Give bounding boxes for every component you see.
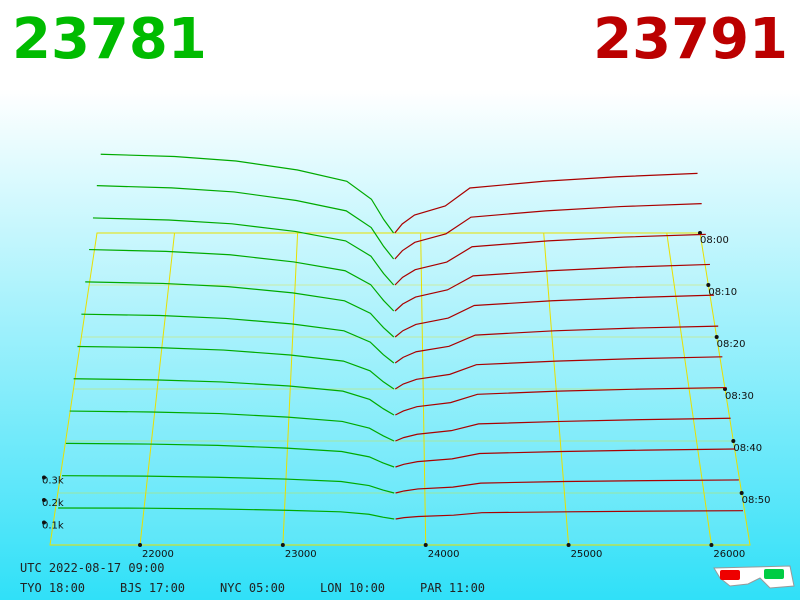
zone-time: TYO 18:00: [20, 581, 85, 595]
bid-depth-line: [69, 410, 395, 442]
time-tick-label: 08:50: [742, 495, 771, 506]
grid-line: [139, 232, 176, 546]
bid-depth-line: [89, 248, 395, 312]
tick-mark: [280, 543, 285, 547]
grid-line: [666, 232, 712, 546]
zone-time: PAR 11:00: [420, 581, 485, 595]
ask-depth-line: [395, 448, 735, 468]
bid-depth-line: [77, 345, 395, 390]
x-tick-label: 23000: [285, 549, 317, 560]
ask-depth-line: [394, 263, 710, 312]
z-tick-label: 0.2k: [42, 498, 64, 509]
bid-depth-line: [58, 507, 395, 520]
time-tick-label: 08:10: [708, 287, 737, 298]
bid-depth-line: [62, 475, 395, 494]
tick-mark: [731, 439, 736, 443]
tick-mark: [709, 543, 714, 547]
ask-depth-line: [394, 233, 706, 286]
x-tick-label: 24000: [428, 549, 460, 560]
time-tick-label: 08:30: [725, 391, 754, 402]
time-tick-label: 08:00: [700, 235, 729, 246]
grid-line: [282, 232, 299, 546]
tick-mark: [706, 283, 711, 287]
floor: [49, 232, 751, 546]
ask-depth-line: [395, 417, 731, 442]
z-tick-label: 0.1k: [42, 521, 64, 532]
x-tick-label: 26000: [713, 549, 745, 560]
tick-mark: [138, 543, 142, 547]
bid-depth-line: [92, 217, 395, 286]
ask-depth-line: [395, 386, 727, 416]
3d-glasses-icon: [713, 565, 795, 589]
x-tick-label: 22000: [142, 549, 174, 560]
tick-mark: [566, 543, 571, 547]
ask-depth-line: [394, 356, 723, 390]
grid-line: [420, 232, 427, 546]
tick-mark: [42, 475, 46, 480]
grid-line: [543, 232, 570, 546]
zone-time: NYC 05:00: [220, 581, 285, 595]
tick-mark: [714, 335, 719, 339]
zone-time: LON 10:00: [320, 581, 385, 595]
zone-time: BJS 17:00: [120, 581, 185, 595]
bid-depth-line: [73, 378, 395, 416]
tick-mark: [423, 543, 428, 547]
bid-depth-line: [81, 313, 395, 364]
ask-depth-line: [394, 294, 715, 338]
ask-depth-line: [394, 325, 719, 364]
best-bid: 23781: [12, 7, 207, 72]
bid-depth-line: [65, 442, 395, 468]
tick-mark: [739, 491, 744, 495]
ask-depth-line: [394, 203, 702, 260]
time-tick-label: 08:20: [717, 339, 746, 350]
best-ask: 23791: [593, 7, 788, 72]
time-zones: TYO 18:00 BJS 17:00 NYC 05:00 LON 10:00 PAR …: [20, 581, 485, 595]
bid-depth-line: [96, 185, 395, 260]
bid-depth-line: [85, 281, 395, 338]
time-tick-label: 08:40: [733, 443, 762, 454]
z-tick-label: 0.3k: [42, 476, 64, 487]
x-tick-label: 25000: [571, 549, 603, 560]
ask-depth-line: [395, 479, 739, 494]
utc-time: UTC 2022-08-17 09:00: [20, 561, 165, 575]
ask-depth-line: [394, 172, 698, 234]
ask-depth-line: [395, 510, 744, 520]
plot: 22000 23000 24000 25000 26000 08:00 08:10 08:20…: [42, 153, 771, 560]
tick-mark: [42, 520, 46, 525]
tick-mark: [42, 498, 46, 502]
bid-depth-line: [100, 153, 395, 234]
